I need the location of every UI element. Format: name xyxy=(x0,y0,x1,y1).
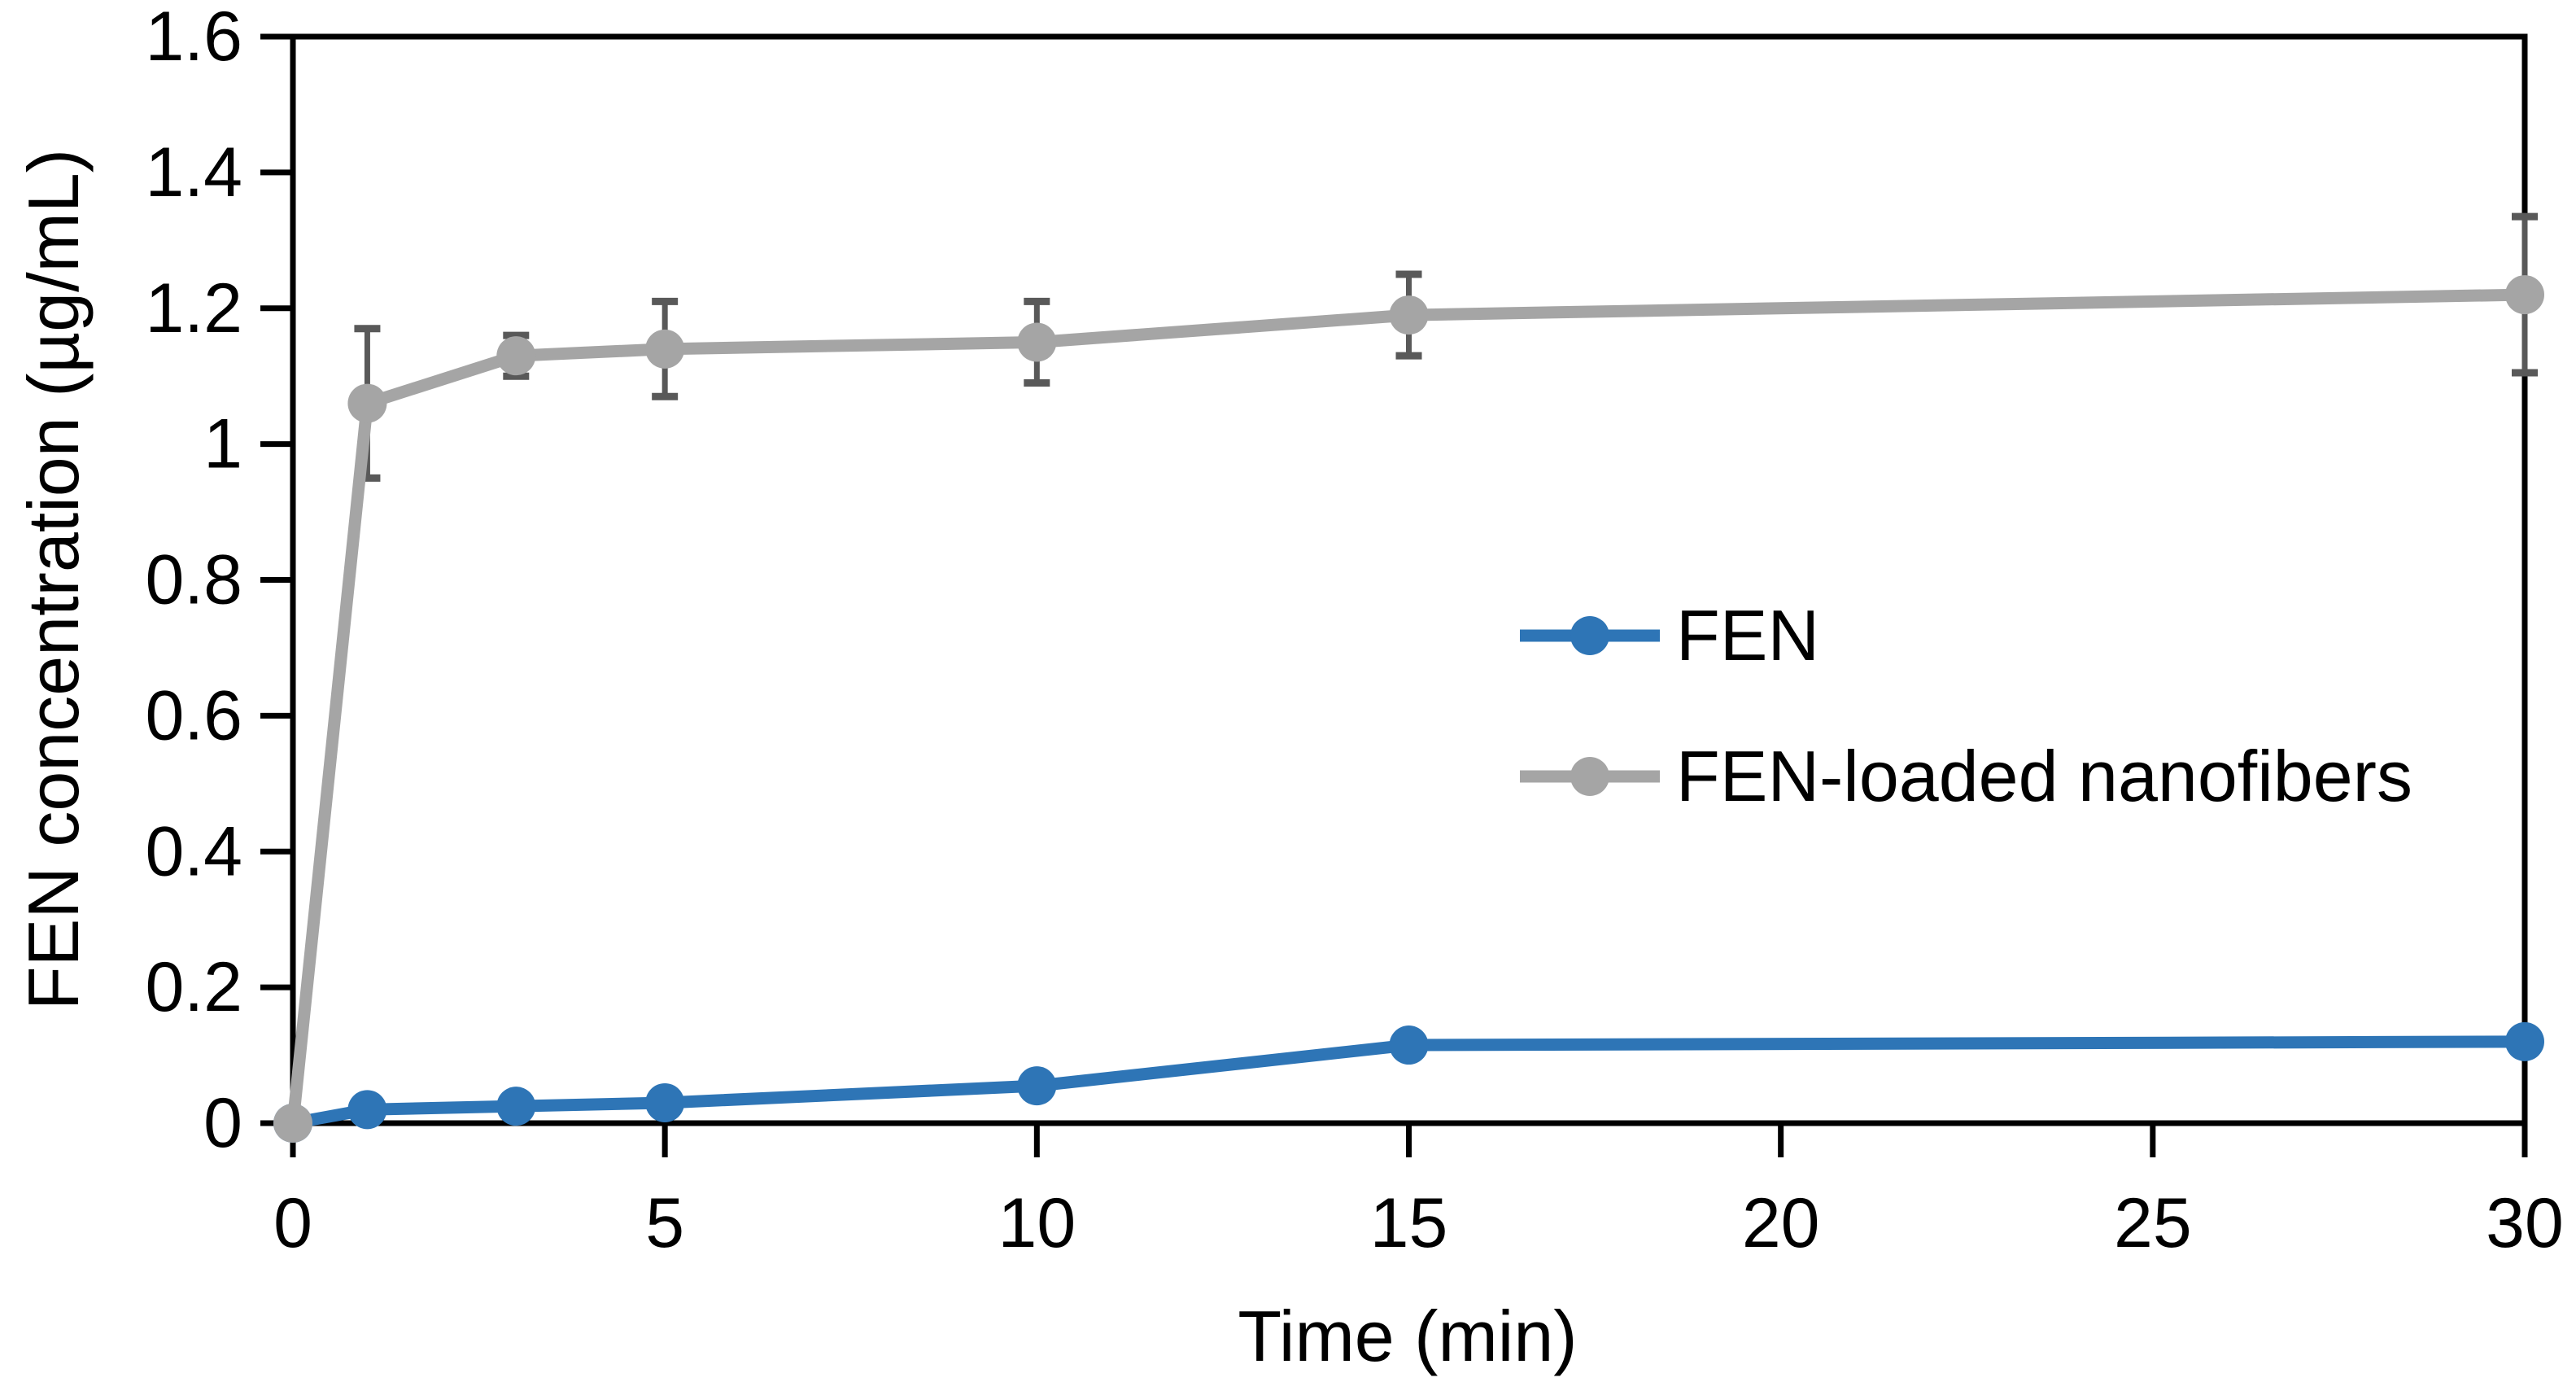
y-axis-tick-label: 1 xyxy=(203,405,242,483)
series-point-fen-loaded-nanofibers xyxy=(347,383,387,423)
series-point-fen xyxy=(496,1087,536,1126)
x-axis-tick-label: 25 xyxy=(2114,1184,2192,1262)
legend-item-fen: FEN xyxy=(1520,595,1819,676)
series-point-fen xyxy=(1389,1025,1429,1065)
series-point-fen-loaded-nanofibers xyxy=(273,1104,312,1143)
y-axis-title: FEN concentration (µg/mL) xyxy=(13,148,94,1011)
y-axis-tick-label: 0 xyxy=(203,1084,242,1162)
series-point-fen-loaded-nanofibers xyxy=(1017,322,1057,362)
x-axis-tick-label: 0 xyxy=(273,1184,312,1262)
series-point-fen xyxy=(1017,1066,1057,1106)
series-point-fen xyxy=(347,1090,387,1130)
series-point-fen-loaded-nanofibers xyxy=(1389,295,1429,335)
y-axis-tick-label: 0.8 xyxy=(145,541,242,619)
series-point-fen xyxy=(645,1082,685,1122)
y-axis-tick-label: 1.6 xyxy=(145,0,242,76)
y-axis-tick-label: 0.2 xyxy=(145,948,242,1026)
legend-label-fen: FEN xyxy=(1676,595,1819,676)
legend-label-fen-loaded-nanofibers: FEN-loaded nanofibers xyxy=(1676,736,2412,816)
x-axis-tick-label: 20 xyxy=(1742,1184,1820,1262)
series-point-fen-loaded-nanofibers xyxy=(496,336,536,376)
fen-loaded-nanofibers-series-marker-icon xyxy=(1520,757,1660,796)
plot-border xyxy=(290,33,2528,1126)
y-axis-tick-label: 1.2 xyxy=(145,269,242,348)
fen-series-marker-icon xyxy=(1520,616,1660,655)
x-axis-tick-label: 15 xyxy=(1370,1184,1448,1262)
series-line-fen-loaded-nanofibers xyxy=(286,288,2526,1124)
x-axis-tick-label: 5 xyxy=(645,1184,684,1262)
y-axis-tick-label: 1.4 xyxy=(145,133,242,212)
x-axis-tick-label: 30 xyxy=(2486,1184,2564,1262)
series-point-fen xyxy=(2505,1021,2544,1061)
series-point-fen-loaded-nanofibers xyxy=(2505,275,2544,315)
y-axis-tick-label: 0.6 xyxy=(145,676,242,754)
y-axis-tick-label: 0.4 xyxy=(145,812,242,890)
x-axis-title: Time (min) xyxy=(1238,1296,1578,1376)
x-axis-tick-label: 10 xyxy=(998,1184,1076,1262)
legend-item-fen-loaded-nanofibers: FEN-loaded nanofibers xyxy=(1520,736,2412,817)
series-point-fen-loaded-nanofibers xyxy=(645,329,685,369)
